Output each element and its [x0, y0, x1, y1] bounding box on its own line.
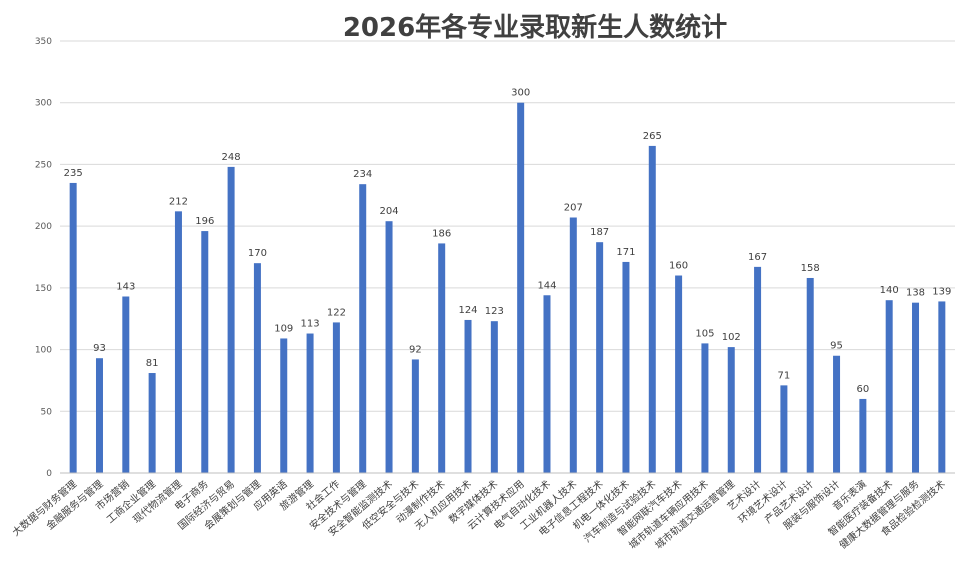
data-label: 212: [169, 196, 188, 207]
bar: [569, 217, 577, 473]
bar: [438, 243, 446, 473]
y-axis-ticks: 0 50 100 150 200 250 300 350: [35, 37, 52, 479]
bar: [754, 266, 762, 473]
data-label: 160: [669, 261, 688, 272]
data-label: 235: [64, 168, 83, 179]
bar: [543, 295, 551, 473]
bar: [148, 373, 156, 473]
data-label: 140: [880, 285, 899, 296]
data-label: 105: [695, 328, 714, 339]
bar: [727, 347, 735, 473]
data-label: 167: [748, 252, 767, 263]
data-label: 170: [248, 248, 267, 259]
bar: [95, 358, 103, 473]
bar: [332, 322, 340, 473]
data-label: 139: [932, 286, 951, 297]
bar: [938, 301, 946, 473]
data-labels: 235 93 143 81 212 196 248 170 109 113 122 234 204 92 1…: [64, 88, 952, 395]
chart-title: 2026年各专业录取新生人数统计: [343, 12, 727, 43]
x-axis-labels: 大数据与财务管理金融服务与管理市场营销工商企业管理现代物流管理电子商务国际经济与…: [9, 477, 947, 551]
data-label: 171: [616, 247, 635, 258]
data-label: 102: [722, 332, 741, 343]
bar: [517, 102, 525, 473]
bar: [174, 211, 182, 473]
bar: [675, 275, 683, 473]
bar: [596, 242, 604, 473]
data-label: 265: [643, 131, 662, 142]
y-tick-label: 100: [35, 346, 52, 356]
data-label: 81: [146, 358, 159, 369]
bar: [69, 182, 77, 473]
bar: [201, 231, 209, 473]
bar: [411, 359, 419, 473]
data-label: 186: [432, 228, 451, 239]
data-label: 113: [301, 319, 320, 330]
data-label: 234: [353, 169, 372, 180]
bars: [69, 102, 946, 474]
bar: [122, 296, 130, 473]
y-tick-label: 350: [35, 37, 52, 47]
bar: [490, 321, 498, 473]
data-label: 60: [857, 384, 870, 395]
data-label: 109: [274, 323, 293, 334]
bar: [701, 343, 709, 473]
bar: [253, 263, 261, 473]
y-tick-label: 250: [35, 160, 52, 170]
bar: [622, 261, 630, 473]
data-label: 138: [906, 288, 925, 299]
bar: [912, 302, 920, 473]
bar: [859, 398, 867, 473]
data-label: 207: [564, 203, 583, 214]
bar: [359, 184, 367, 474]
y-tick-label: 0: [46, 469, 52, 479]
bar: [385, 221, 393, 473]
data-label: 71: [778, 370, 791, 381]
data-label: 93: [93, 343, 106, 354]
data-label: 95: [830, 341, 843, 352]
y-tick-label: 50: [41, 407, 53, 417]
data-label: 196: [195, 216, 214, 227]
data-label: 92: [409, 344, 422, 355]
data-label: 124: [458, 305, 477, 316]
bar: [464, 319, 472, 473]
y-tick-label: 200: [35, 222, 52, 232]
bar: [806, 277, 814, 473]
y-tick-label: 150: [35, 284, 52, 294]
y-tick-label: 300: [35, 99, 52, 109]
bar: [227, 166, 235, 473]
data-label: 248: [222, 152, 241, 163]
data-label: 158: [801, 263, 820, 274]
data-label: 144: [537, 280, 556, 291]
gridlines: [60, 40, 955, 412]
bar: [648, 145, 656, 473]
bar: [885, 300, 893, 473]
bar: [780, 385, 788, 473]
bar: [833, 355, 841, 473]
data-label: 187: [590, 227, 609, 238]
data-label: 204: [379, 206, 398, 217]
data-label: 123: [485, 306, 504, 317]
data-label: 143: [116, 281, 135, 292]
bar: [280, 338, 288, 473]
data-label: 122: [327, 307, 346, 318]
bar: [306, 333, 314, 473]
data-label: 300: [511, 88, 530, 99]
